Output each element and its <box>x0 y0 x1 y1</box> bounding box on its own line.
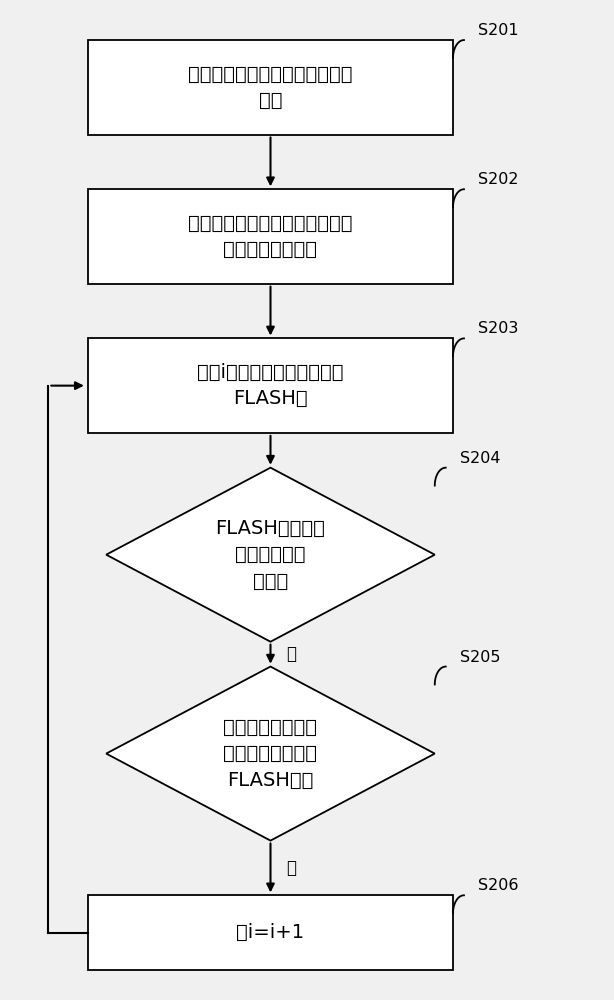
Polygon shape <box>106 667 435 841</box>
Text: S206: S206 <box>478 878 518 893</box>
Text: FLASH中的预设
标志位是预设
数值？: FLASH中的预设 标志位是预设 数值？ <box>216 519 325 591</box>
Text: 从控制装置中接收配置文件和命
令字: 从控制装置中接收配置文件和命 令字 <box>188 65 353 110</box>
Bar <box>88 895 453 970</box>
Bar <box>88 338 453 433</box>
Text: S204: S204 <box>460 451 500 466</box>
Text: 已经将最后一个数
据包通过网口写入
FLASH中？: 已经将最后一个数 据包通过网口写入 FLASH中？ <box>223 718 317 790</box>
Text: 将配置文件拆分成多个包含预设
数量字节的数据包: 将配置文件拆分成多个包含预设 数量字节的数据包 <box>188 214 353 259</box>
Text: S201: S201 <box>478 23 519 38</box>
Text: S203: S203 <box>478 321 518 336</box>
Text: 使i=i+1: 使i=i+1 <box>236 923 305 942</box>
Text: 否: 否 <box>286 859 296 877</box>
Text: S202: S202 <box>478 172 518 187</box>
Text: 是: 是 <box>286 645 296 663</box>
Bar <box>88 40 453 135</box>
Text: S205: S205 <box>460 650 500 665</box>
Text: 将第i个数据包通过网口写入
FLASH中: 将第i个数据包通过网口写入 FLASH中 <box>197 363 344 408</box>
Bar <box>88 189 453 284</box>
Polygon shape <box>106 468 435 642</box>
